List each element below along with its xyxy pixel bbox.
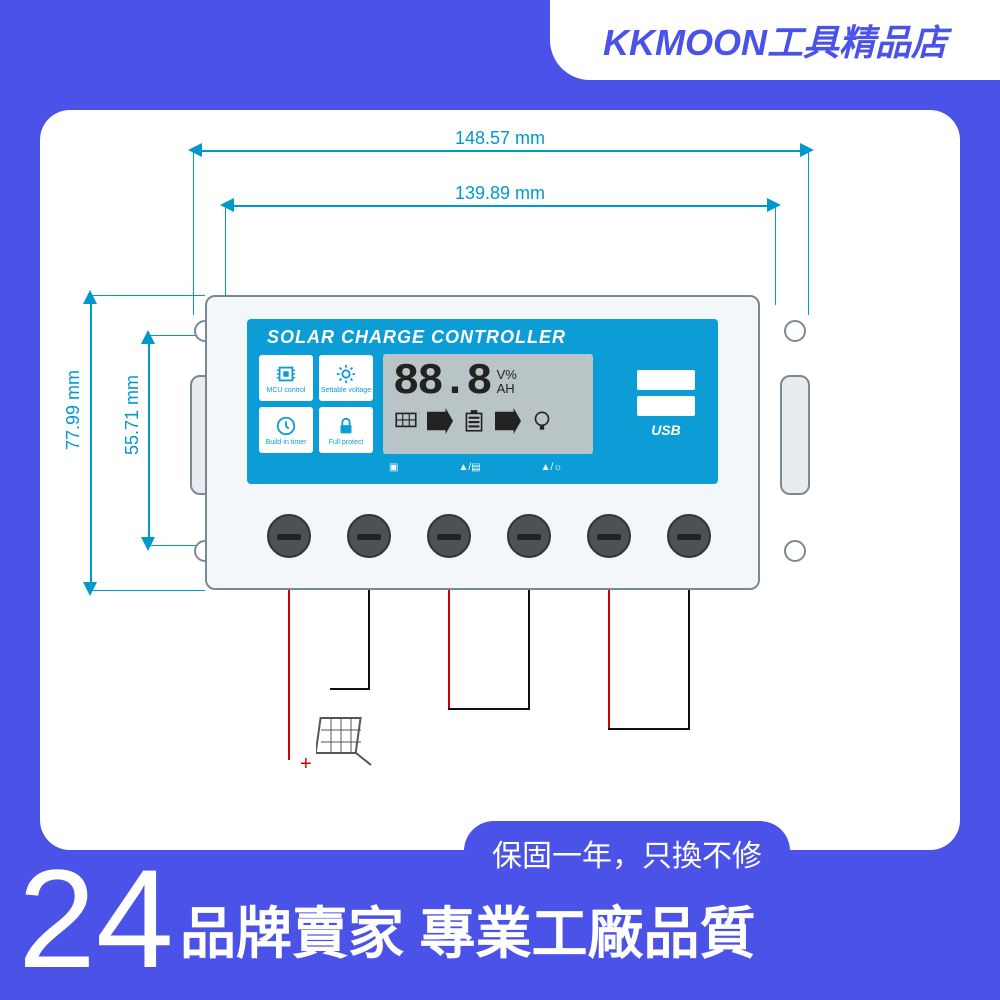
dim-line-inner-w <box>225 205 775 207</box>
dim-inner-width: 139.89 mm <box>455 183 545 204</box>
wire-black <box>330 688 370 690</box>
btn-label-icon: ▲/☼ <box>541 462 563 473</box>
feature-label: Build-in timer <box>266 439 307 446</box>
arrow-up-icon <box>141 330 155 344</box>
dim-outer-width: 148.57 mm <box>455 128 545 149</box>
lcd-flow-icons <box>393 408 583 434</box>
device-face: SOLAR CHARGE CONTROLLER MCU control Sett… <box>247 319 718 484</box>
footer-slogan: 品牌賣家 專業工廠品質 <box>180 889 756 970</box>
lcd-screen: 88.8 V% AH <box>383 354 593 454</box>
chip-icon <box>275 363 297 385</box>
dim-inner-height: 55.71 mm <box>122 375 143 455</box>
arrow-up-icon <box>83 290 97 304</box>
arrow-down-icon <box>83 582 97 596</box>
arrow-down-icon <box>141 537 155 551</box>
terminal <box>667 514 711 558</box>
ext-line <box>90 590 205 591</box>
ext-line <box>90 295 205 296</box>
feature-label: Full protect <box>329 439 364 446</box>
shop-name: KKMOON工具精品店 <box>603 14 947 66</box>
terminal <box>587 514 631 558</box>
dim-line-outer-h <box>90 295 92 590</box>
wire-black <box>688 590 690 730</box>
lcd-unit-top: V% <box>497 368 517 382</box>
bulb-icon <box>529 408 555 434</box>
device-title: SOLAR CHARGE CONTROLLER <box>267 327 706 348</box>
lcd-unit-bottom: AH <box>497 382 517 396</box>
terminal <box>267 514 311 558</box>
ext-line <box>225 205 226 305</box>
terminal <box>427 514 471 558</box>
feature-timer: Build-in timer <box>259 407 313 453</box>
usb-area: USB <box>626 370 706 438</box>
wire-black <box>368 590 370 690</box>
btn-label-icon: ▲/▤ <box>458 462 480 473</box>
arrow-right-icon <box>800 143 814 157</box>
wire-black <box>448 708 530 710</box>
clock-icon <box>275 415 297 437</box>
ext-line <box>808 150 809 315</box>
plus-label: + <box>300 753 312 775</box>
feature-voltage: Settable voltage <box>319 355 373 401</box>
terminal <box>507 514 551 558</box>
battery-icon <box>461 408 487 434</box>
lock-icon <box>335 415 357 437</box>
gear-icon <box>335 363 357 385</box>
solar-panel-icon: + <box>300 715 376 776</box>
mount-hole <box>784 320 806 342</box>
usb-port <box>637 396 695 416</box>
terminal <box>347 514 391 558</box>
mount-hole <box>784 540 806 562</box>
warranty-text: 保固一年，只換不修 <box>492 840 762 873</box>
arrow-icon <box>427 408 453 434</box>
feature-label: Settable voltage <box>321 387 371 394</box>
wire-red <box>288 590 290 760</box>
lcd-readout: 88.8 <box>393 360 491 404</box>
arrow-left-icon <box>220 198 234 212</box>
feature-mcu: MCU control <box>259 355 313 401</box>
solar-icon <box>393 408 419 434</box>
arrow-left-icon <box>188 143 202 157</box>
device-body: SOLAR CHARGE CONTROLLER MCU control Sett… <box>205 295 760 590</box>
header-tab: KKMOON工具精品店 <box>550 0 1000 80</box>
dim-line-outer-w <box>193 150 808 152</box>
feature-protect: Full protect <box>319 407 373 453</box>
face-row: MCU control Settable voltage Build-in ti… <box>259 354 706 454</box>
ext-line <box>193 150 194 315</box>
footer-number: 24 <box>18 838 174 1000</box>
arrow-right-icon <box>767 198 781 212</box>
usb-port <box>637 370 695 390</box>
usb-label: USB <box>651 422 681 438</box>
wire-red <box>448 590 450 710</box>
ext-line <box>775 205 776 305</box>
wire-red <box>608 590 610 730</box>
diagram-card: 148.57 mm 139.89 mm 77.99 mm 55.71 mm SO… <box>40 110 960 850</box>
wire-black <box>608 728 690 730</box>
warranty-badge: 保固一年，只換不修 <box>464 821 790 885</box>
feature-label: MCU control <box>267 387 306 394</box>
dim-outer-height: 77.99 mm <box>63 370 84 450</box>
dim-line-inner-h <box>148 335 150 545</box>
wire-black <box>528 590 530 710</box>
arrow-icon <box>495 408 521 434</box>
bracket-right <box>780 375 810 495</box>
btn-label-icon: ▣ <box>389 462 398 473</box>
